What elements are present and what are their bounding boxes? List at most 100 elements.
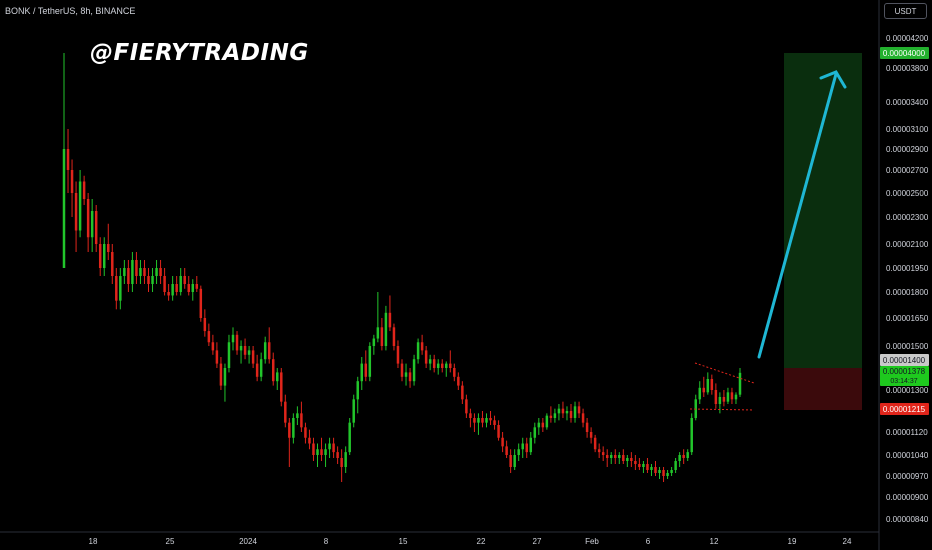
- candle-body: [147, 276, 150, 284]
- candle-body: [324, 449, 327, 455]
- candle-body: [718, 397, 722, 404]
- x-tick-label: 25: [166, 537, 175, 546]
- x-tick-label: 15: [399, 537, 408, 546]
- candle-body: [159, 268, 162, 276]
- candle-body: [714, 390, 718, 404]
- candle-body: [485, 418, 488, 423]
- candle-body: [730, 392, 734, 400]
- candle-body: [493, 420, 496, 425]
- candle-body: [94, 211, 98, 244]
- candle-body: [167, 292, 170, 296]
- candle-body: [453, 368, 456, 377]
- candle-body: [135, 260, 138, 276]
- candle-body: [658, 470, 661, 473]
- currency-button[interactable]: USDT: [884, 3, 927, 19]
- candle-body: [420, 342, 424, 351]
- candle-body: [111, 252, 114, 276]
- triangle-pattern: [689, 362, 755, 411]
- candle-body: [457, 376, 460, 386]
- candle-body: [674, 461, 677, 470]
- projection-arrow[interactable]: [757, 70, 847, 359]
- candle-body: [404, 372, 408, 377]
- candle-body: [308, 437, 311, 444]
- y-tick-label: 0.00002100: [886, 240, 929, 249]
- candle-body: [581, 413, 585, 423]
- candle-body: [436, 363, 440, 368]
- candle-body: [304, 427, 307, 438]
- candle-body: [678, 455, 681, 461]
- stop-price-tag: 0.00001215: [880, 403, 929, 415]
- time-axis[interactable]: 18 25 2024 8 15 22 27 Feb 6 12 19 24: [89, 537, 852, 546]
- candle-body: [360, 363, 364, 382]
- countdown-text: 03:14:37: [890, 378, 917, 385]
- candle-body: [545, 415, 549, 428]
- candle-body: [670, 470, 673, 473]
- candle-body: [706, 379, 710, 393]
- candle-body: [356, 381, 359, 400]
- candle-body: [239, 346, 243, 351]
- candle-body: [690, 418, 693, 453]
- candle-body: [344, 452, 347, 467]
- y-tick-label: 0.00000840: [886, 515, 929, 524]
- candle-body: [151, 276, 154, 284]
- y-tick-label: 0.00001800: [886, 288, 929, 297]
- candle-body: [525, 443, 528, 453]
- x-tick-label: 2024: [239, 537, 257, 546]
- candle-body: [642, 464, 645, 467]
- candle-body: [336, 452, 339, 458]
- candle-body: [509, 455, 512, 467]
- candle-body: [139, 268, 142, 276]
- x-tick-label: 27: [533, 537, 542, 546]
- candle-body: [231, 334, 235, 343]
- candle-body: [738, 372, 742, 395]
- candle-body: [199, 288, 203, 318]
- candle-body: [203, 318, 207, 332]
- candle-body: [207, 331, 211, 343]
- candle-body: [259, 359, 263, 377]
- candle-body: [533, 427, 537, 438]
- candle-body: [609, 455, 613, 458]
- candle-body: [348, 422, 351, 453]
- candle-body: [143, 268, 146, 276]
- candle-body: [82, 181, 86, 199]
- x-tick-label: 22: [477, 537, 486, 546]
- candle-body: [364, 363, 368, 377]
- current-price-tag: 0.00001400: [880, 354, 929, 366]
- stop-zone: [784, 368, 862, 410]
- y-tick-label: 0.00001040: [886, 451, 929, 460]
- y-tick-label: 0.00001950: [886, 264, 929, 273]
- candle-body: [312, 443, 315, 455]
- symbol-label[interactable]: BONK / TetherUS, 8h, BINANCE: [5, 6, 136, 16]
- y-tick-label: 0.00002900: [886, 145, 929, 154]
- last-price-tag-text: 0.00001378: [883, 367, 926, 376]
- current-price-tag-text: 0.00001400: [883, 356, 926, 365]
- candle-body: [662, 470, 665, 476]
- candle-body: [332, 443, 335, 453]
- candle-body: [573, 406, 577, 418]
- arrow-shaft: [757, 72, 838, 359]
- candle-body: [115, 276, 118, 301]
- candle-body: [340, 458, 343, 467]
- candle-body: [396, 346, 400, 364]
- candle-body: [469, 413, 472, 418]
- y-tick-label: 0.00003100: [886, 125, 929, 134]
- candle-body: [557, 408, 561, 414]
- candle-body: [710, 379, 714, 390]
- candle-body: [78, 181, 82, 231]
- candle-body: [622, 455, 625, 461]
- candle-body: [686, 452, 689, 458]
- candle-body: [368, 346, 372, 377]
- candle-body: [171, 284, 174, 296]
- candle-body: [267, 342, 271, 360]
- candle-body: [119, 276, 122, 301]
- candle-body: [155, 268, 158, 276]
- stop-price-tag-text: 0.00001215: [883, 405, 926, 414]
- price-axis[interactable]: 0.00004200 0.00003800 0.00003400 0.00003100…: [886, 34, 929, 524]
- candle-body: [618, 455, 621, 458]
- candle-body: [276, 372, 279, 382]
- candle-body: [529, 437, 533, 453]
- candle-body: [66, 149, 70, 170]
- candle-body: [183, 276, 186, 284]
- candle-body: [445, 363, 448, 368]
